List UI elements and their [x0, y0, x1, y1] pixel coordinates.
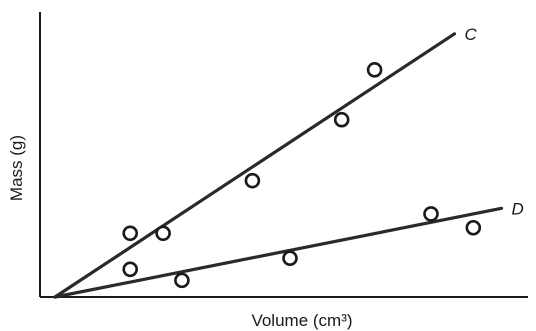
series-d-point-1 — [122, 261, 138, 278]
data-points — [122, 62, 482, 289]
fit-lines — [53, 32, 504, 299]
series-c-point-4 — [333, 111, 350, 128]
series-c-point-1 — [122, 225, 138, 242]
series-c-point-2 — [155, 225, 171, 242]
series-labels: CD — [465, 25, 524, 219]
series-d-line — [53, 206, 504, 299]
series-d-point-5 — [465, 219, 482, 236]
series-d-point-4 — [423, 206, 439, 222]
series-c-point-3 — [244, 172, 261, 189]
series-d-point-2 — [174, 272, 190, 289]
y-axis-label: Mass (g) — [7, 135, 26, 201]
series-c-line — [53, 32, 457, 299]
series-d-point-3 — [282, 250, 298, 267]
series-d-label: D — [512, 199, 524, 218]
series-c-label: C — [465, 25, 478, 44]
x-axis-label: Volume (cm³) — [251, 311, 352, 330]
series-c-point-5 — [366, 62, 383, 78]
